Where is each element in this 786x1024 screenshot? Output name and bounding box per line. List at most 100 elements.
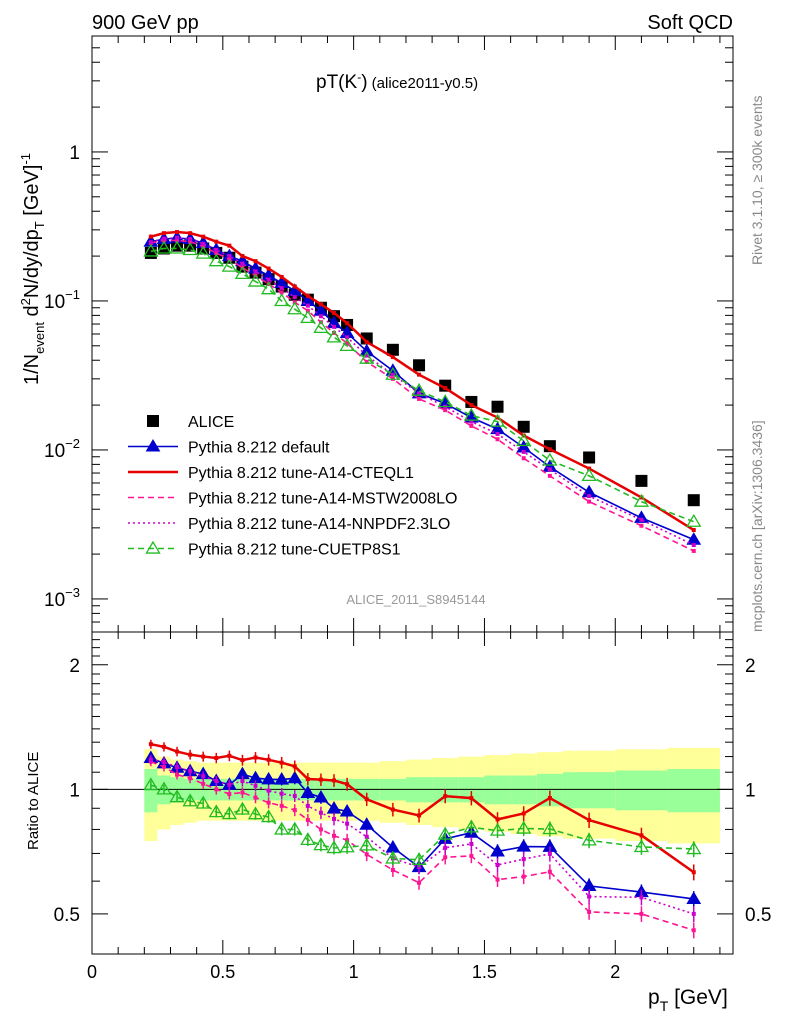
series-marker-ratio <box>359 817 375 830</box>
series-marker-ratio <box>313 837 329 851</box>
series-marker-top <box>495 437 500 442</box>
series-marker-top <box>253 259 258 264</box>
series-marker-ratio <box>313 790 329 803</box>
series-marker-ratio <box>161 759 166 764</box>
series-marker-ratio <box>516 820 532 834</box>
series-marker-ratio <box>443 845 448 850</box>
series-marker-ratio <box>300 832 316 846</box>
series-marker-top <box>305 293 310 298</box>
series-marker-ratio <box>266 757 271 762</box>
series-group <box>143 230 702 939</box>
series-marker-ratio <box>521 857 526 862</box>
series-marker-ratio <box>247 806 264 820</box>
series-marker-ratio <box>390 868 395 873</box>
series-marker-top <box>469 403 474 408</box>
ratio-panel-frame <box>91 631 734 955</box>
y-tick-base: 10 <box>44 292 65 313</box>
plot-title-sup: - <box>357 70 361 84</box>
series-marker-ratio <box>318 777 323 782</box>
ylabel-p4: [GeV] <box>21 165 43 222</box>
series-marker-ratio <box>691 928 696 933</box>
series-marker-top <box>332 324 337 329</box>
series-marker-ratio <box>587 894 592 899</box>
series-marker-top <box>345 321 350 326</box>
series-marker-ratio <box>208 804 224 818</box>
series-marker-ratio <box>148 742 153 747</box>
series-marker-ratio <box>240 790 245 795</box>
series-marker-ratio <box>521 811 526 816</box>
series-marker-ratio <box>364 797 369 802</box>
series-marker-ratio <box>339 839 355 853</box>
legend-item-1: Pythia 8.212 default <box>128 439 330 457</box>
series-marker-top <box>201 241 206 246</box>
ylabel-p2: d <box>21 305 43 322</box>
band-inner-bin <box>510 775 537 805</box>
legend-label: ALICE <box>188 414 234 431</box>
series-marker-ratio <box>390 807 395 812</box>
alice-point <box>491 400 504 413</box>
series-marker-ratio <box>214 755 219 760</box>
legend-label: Pythia 8.212 tune-A14-CTEQL1 <box>188 465 414 482</box>
series-marker-ratio <box>253 755 258 760</box>
series-marker-ratio <box>279 760 284 765</box>
series-marker-top <box>161 231 166 236</box>
series-marker-ratio <box>385 850 401 864</box>
alice-point <box>465 395 478 408</box>
series-marker-top <box>305 303 310 308</box>
series-marker-top <box>266 266 271 271</box>
y-tick-base: 10 <box>44 590 65 611</box>
series-marker-ratio <box>287 821 303 835</box>
series-marker-ratio <box>292 793 297 798</box>
series-marker-ratio <box>221 806 237 820</box>
plot-title: pT(K-) (alice2011-y0.5) <box>316 70 478 93</box>
series-marker-ratio <box>332 778 337 783</box>
series-marker-top <box>691 528 696 533</box>
series-marker-ratio <box>691 911 696 916</box>
series-marker-top <box>332 330 337 335</box>
legend-marker <box>145 540 161 554</box>
series-marker-ratio <box>261 771 276 785</box>
series-marker-top <box>279 286 284 291</box>
header-left: 900 GeV pp <box>92 12 199 34</box>
series-marker-top <box>260 281 277 295</box>
y-tick-label-top: 1 <box>69 143 80 164</box>
series-marker-ratio <box>359 837 375 851</box>
series-marker-top <box>359 350 375 364</box>
series-marker-ratio <box>417 865 422 870</box>
series-marker-top <box>148 234 153 239</box>
series-marker-ratio <box>443 855 448 860</box>
series-marker-top <box>240 261 245 266</box>
ylabel-sup2: 2 <box>18 298 33 305</box>
ylabel-sub1: event <box>32 322 47 354</box>
series-marker-ratio <box>169 789 185 803</box>
series-marker-top <box>443 386 448 391</box>
series-marker-top <box>300 310 316 324</box>
series-marker-ratio <box>201 774 206 779</box>
series-marker-top <box>175 238 180 243</box>
y-tick-label-top: 10−2 <box>44 436 80 462</box>
series-marker-top <box>495 431 500 436</box>
series-marker-top <box>489 413 506 427</box>
series-marker-ratio <box>292 808 297 813</box>
series-marker-ratio <box>411 852 427 865</box>
series-marker-top <box>364 353 369 358</box>
series-marker-ratio <box>318 810 323 815</box>
y-tick-exponent: −1 <box>65 287 80 302</box>
y-tick-exponent: −3 <box>65 585 80 600</box>
series-marker-top <box>633 493 650 507</box>
series-marker-ratio <box>188 769 193 774</box>
series-marker-ratio <box>274 772 290 785</box>
alice-point <box>543 440 556 453</box>
plot-title-close: ) <box>361 72 367 93</box>
series-marker-ratio <box>305 803 310 808</box>
legend-item-4: Pythia 8.212 tune-A14-NNPDF2.3LO <box>128 516 450 533</box>
x-axis-label: pT [GeV] <box>648 986 728 1014</box>
series-marker-top <box>639 495 644 500</box>
series-marker-top <box>587 494 592 499</box>
x-tick-label: 2 <box>610 962 620 982</box>
series-marker-top <box>547 467 552 472</box>
series-marker-ratio <box>339 803 355 817</box>
series-marker-top <box>253 269 258 274</box>
alice-point <box>635 474 648 487</box>
